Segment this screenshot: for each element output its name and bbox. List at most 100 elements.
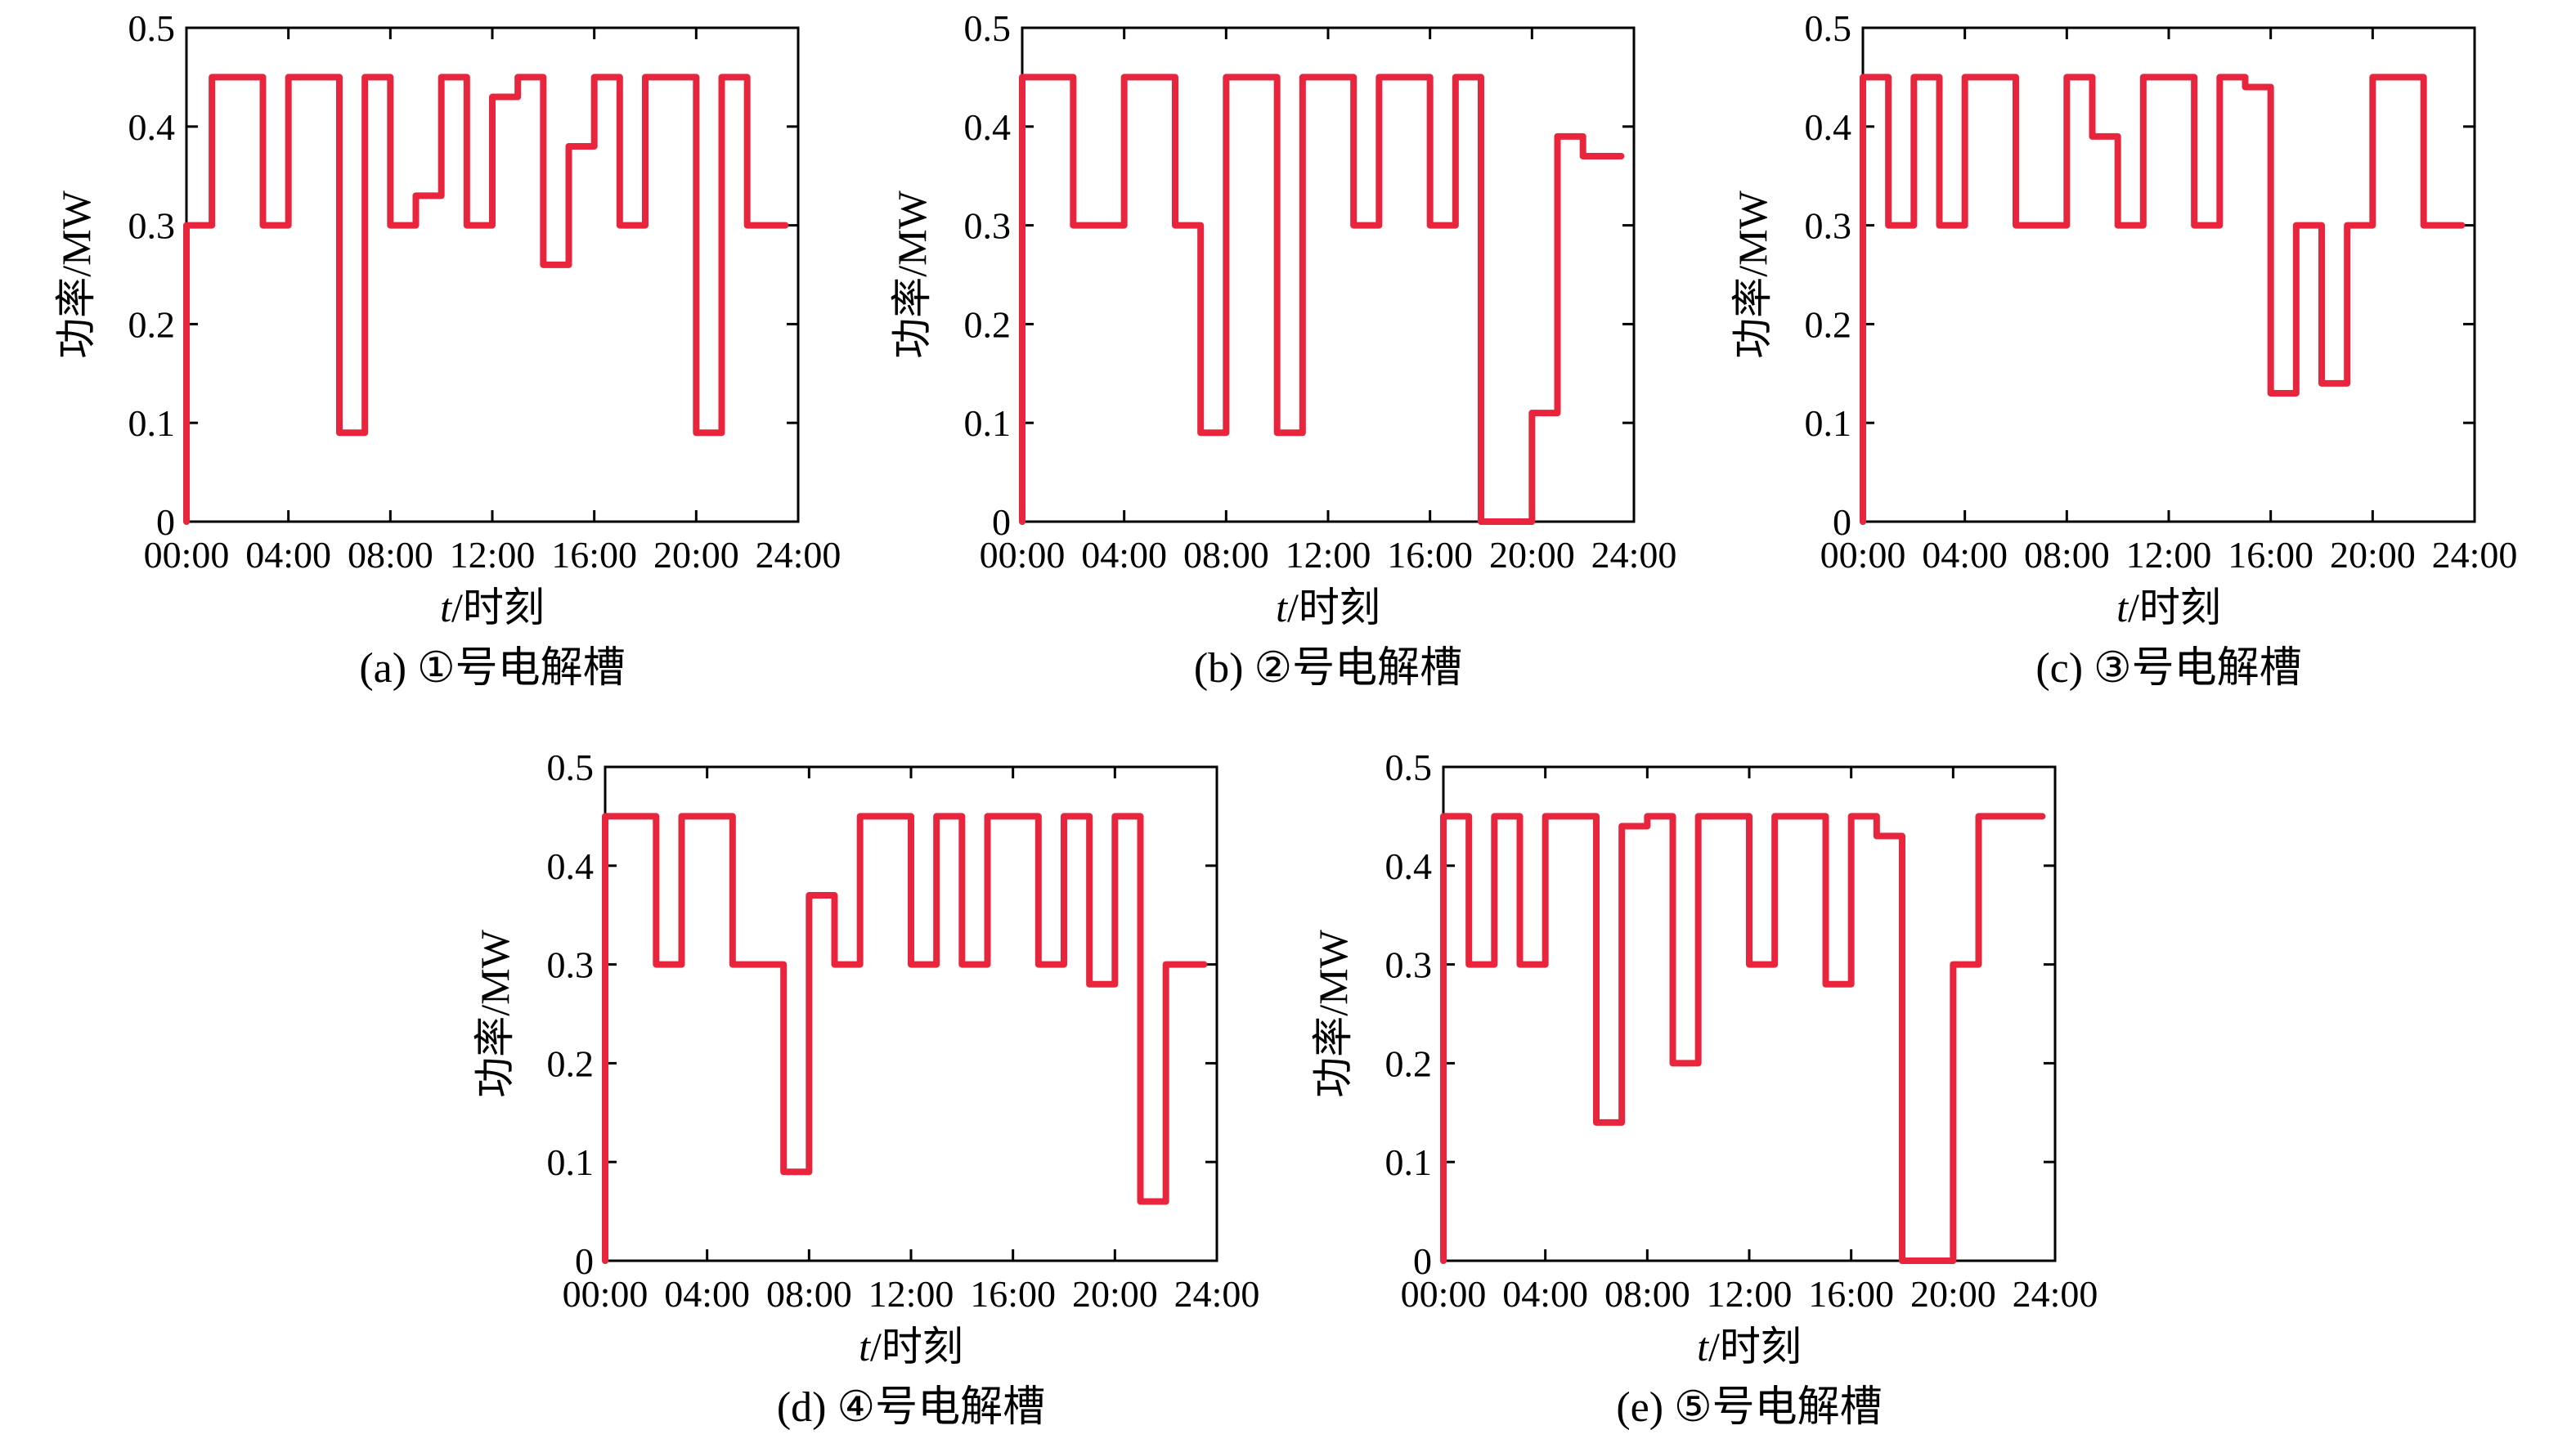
panel-d: 00:00 04:00 08:00 12:00 16:00 20:00 24:00 0 0.1 0… — [472, 746, 1259, 1431]
y-tick-label: 0 — [1413, 1240, 1432, 1282]
x-tick-label: 00:00 — [1401, 1273, 1487, 1315]
y-tick-label: 0.4 — [964, 106, 1012, 148]
x-tick-label: 24:00 — [1174, 1273, 1260, 1315]
y-tick-label: 0.5 — [1385, 746, 1433, 788]
x-tick-label: 12:00 — [2126, 534, 2212, 576]
x-tick-label: 16:00 — [2228, 534, 2313, 576]
x-tick-label: 16:00 — [970, 1273, 1056, 1315]
y-tick-label: 0.5 — [1805, 7, 1852, 49]
x-tick-label: 08:00 — [348, 534, 433, 576]
x-axis-label: t/时刻 — [440, 585, 545, 630]
x-tick-label: 04:00 — [1081, 534, 1167, 576]
x-tick-label: 00:00 — [563, 1273, 648, 1315]
x-tick-label: 12:00 — [1286, 534, 1371, 576]
panel-caption: (d) ④号电解槽 — [777, 1384, 1045, 1431]
x-tick-label: 24:00 — [2013, 1273, 2098, 1315]
x-axis-label-unit: /时刻 — [870, 1324, 963, 1370]
y-axis-label: 功率/MW — [53, 190, 99, 358]
x-axis-label: t/时刻 — [1276, 585, 1380, 630]
x-tick-label: 20:00 — [1072, 1273, 1158, 1315]
panel-caption: (a) ①号电解槽 — [359, 645, 625, 692]
plot-frame — [1861, 26, 2476, 523]
x-tick-label: 00:00 — [1820, 534, 1906, 576]
x-tick-label: 24:00 — [756, 534, 841, 576]
y-axis-label: 功率/MW — [1310, 929, 1356, 1097]
x-tick-label: 16:00 — [1387, 534, 1473, 576]
panel-a: 00:00 04:00 08:00 12:00 16:00 20:00 24:00 0 0.1 0… — [53, 7, 841, 692]
y-tick-label: 0.3 — [547, 944, 595, 986]
x-axis-label: t/时刻 — [2116, 585, 2221, 630]
y-tick-label: 0.4 — [1385, 845, 1433, 887]
panel-e: 00:00 04:00 08:00 12:00 16:00 20:00 24:00 0 0.1 0… — [1310, 746, 2098, 1431]
x-axis-label-unit: /时刻 — [1708, 1324, 1802, 1370]
x-tick-label: 08:00 — [1183, 534, 1269, 576]
power-step-line — [183, 74, 789, 525]
y-tick-label: 0 — [992, 501, 1011, 543]
x-tick-label: 04:00 — [1922, 534, 2008, 576]
y-tick-label: 0.1 — [547, 1141, 595, 1183]
power-step-line — [602, 813, 1208, 1264]
y-tick-label: 0.5 — [964, 7, 1012, 49]
y-tick-label: 0 — [575, 1240, 594, 1282]
x-tick-label: 00:00 — [980, 534, 1066, 576]
x-tick-label: 24:00 — [2432, 534, 2518, 576]
y-tick-label: 0.1 — [1385, 1141, 1433, 1183]
y-tick-label: 0.2 — [964, 303, 1012, 345]
y-tick-label: 0.4 — [128, 106, 176, 148]
x-tick-label: 04:00 — [1502, 1273, 1588, 1315]
power-step-line — [1440, 813, 2046, 1264]
x-tick-label: 04:00 — [664, 1273, 750, 1315]
y-tick-label: 0.1 — [1805, 402, 1852, 444]
x-tick-label: 16:00 — [551, 534, 637, 576]
y-tick-label: 0.4 — [547, 845, 595, 887]
panel-caption: (b) ②号电解槽 — [1194, 645, 1462, 692]
x-tick-label: 24:00 — [1591, 534, 1677, 576]
x-tick-label: 20:00 — [1910, 1273, 1996, 1315]
x-tick-label: 16:00 — [1808, 1273, 1894, 1315]
x-tick-label: 12:00 — [1707, 1273, 1793, 1315]
y-tick-label: 0.2 — [547, 1042, 595, 1084]
x-tick-label: 00:00 — [144, 534, 230, 576]
x-axis-label: t/时刻 — [859, 1324, 963, 1370]
x-tick-label: 04:00 — [245, 534, 331, 576]
x-axis-label-var: t — [1276, 585, 1288, 630]
y-tick-label: 0.3 — [1805, 205, 1852, 247]
y-axis-label: 功率/MW — [1730, 190, 1775, 358]
y-tick-label: 0.3 — [1385, 944, 1433, 986]
power-step-line — [1019, 74, 1625, 525]
x-axis-label-var: t — [2116, 585, 2129, 630]
power-step-line — [1860, 74, 2466, 525]
x-axis-label-unit: /时刻 — [1287, 585, 1380, 630]
x-axis-label-var: t — [440, 585, 452, 630]
x-tick-label: 12:00 — [868, 1273, 954, 1315]
x-tick-label: 08:00 — [2024, 534, 2110, 576]
y-tick-label: 0.2 — [1385, 1042, 1433, 1084]
y-axis-label: 功率/MW — [889, 190, 935, 358]
panel-b: 00:00 04:00 08:00 12:00 16:00 20:00 24:00 0 0.1 0… — [889, 7, 1676, 692]
x-axis-label-unit: /时刻 — [2128, 585, 2221, 630]
x-axis-label-var: t — [859, 1324, 871, 1370]
y-axis-label: 功率/MW — [472, 929, 518, 1097]
y-tick-label: 0.2 — [1805, 303, 1852, 345]
x-axis-label-unit: /时刻 — [451, 585, 545, 630]
y-tick-label: 0 — [1833, 501, 1851, 543]
x-tick-label: 12:00 — [450, 534, 536, 576]
x-tick-label: 08:00 — [766, 1273, 852, 1315]
panel-caption: (c) ③号电解槽 — [2035, 645, 2301, 692]
y-tick-label: 0.3 — [964, 205, 1012, 247]
y-tick-label: 0.1 — [964, 402, 1012, 444]
x-axis-label-var: t — [1697, 1324, 1709, 1370]
y-tick-label: 0.3 — [128, 205, 176, 247]
y-tick-label: 0.5 — [128, 7, 176, 49]
y-tick-label: 0.1 — [128, 402, 176, 444]
y-tick-label: 0.4 — [1805, 106, 1852, 148]
plot-frame — [1021, 26, 1636, 523]
y-tick-label: 0 — [156, 501, 175, 543]
x-tick-label: 20:00 — [1489, 534, 1575, 576]
y-tick-label: 0.2 — [128, 303, 176, 345]
y-tick-label: 0.5 — [547, 746, 595, 788]
x-tick-label: 20:00 — [2330, 534, 2416, 576]
panel-caption: (e) ⑤号电解槽 — [1616, 1384, 1882, 1431]
panel-c: 00:00 04:00 08:00 12:00 16:00 20:00 24:00 0 0.1 0… — [1730, 7, 2517, 692]
